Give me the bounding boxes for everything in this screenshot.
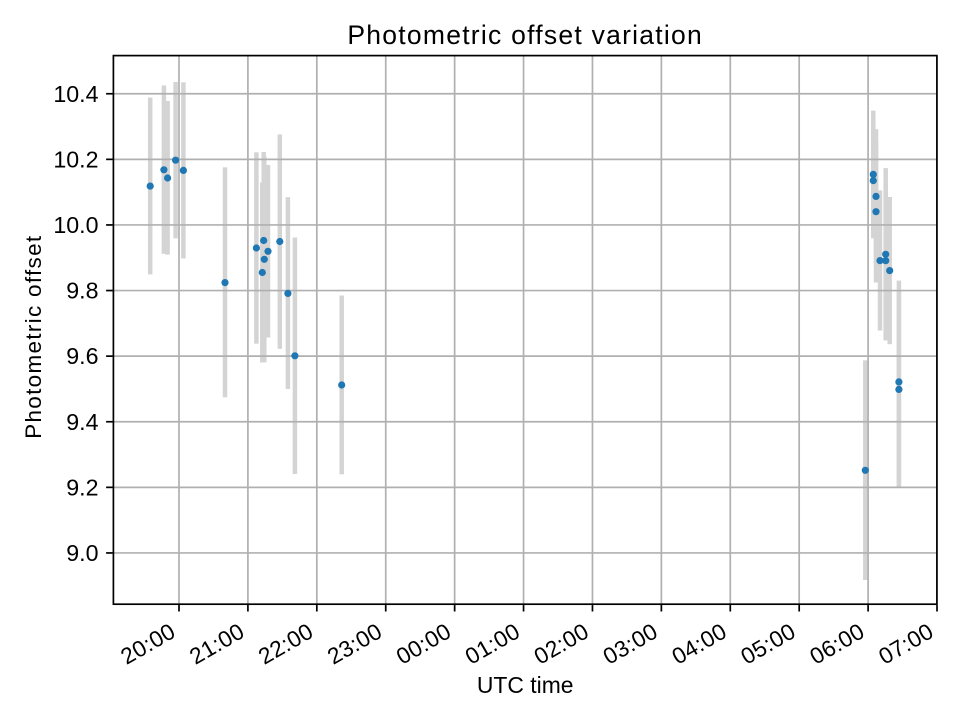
svg-text:10.2: 10.2 bbox=[53, 146, 98, 172]
svg-text:9.0: 9.0 bbox=[66, 540, 98, 566]
svg-text:10.0: 10.0 bbox=[53, 212, 98, 238]
svg-text:9.4: 9.4 bbox=[66, 409, 98, 435]
svg-text:9.8: 9.8 bbox=[66, 278, 98, 304]
svg-text:9.2: 9.2 bbox=[66, 474, 98, 500]
svg-text:Photometric offset: Photometric offset bbox=[21, 235, 46, 439]
svg-text:9.6: 9.6 bbox=[66, 343, 98, 369]
svg-text:10.4: 10.4 bbox=[53, 81, 98, 107]
svg-text:Photometric offset variation: Photometric offset variation bbox=[347, 20, 703, 50]
svg-text:UTC time: UTC time bbox=[477, 672, 574, 698]
